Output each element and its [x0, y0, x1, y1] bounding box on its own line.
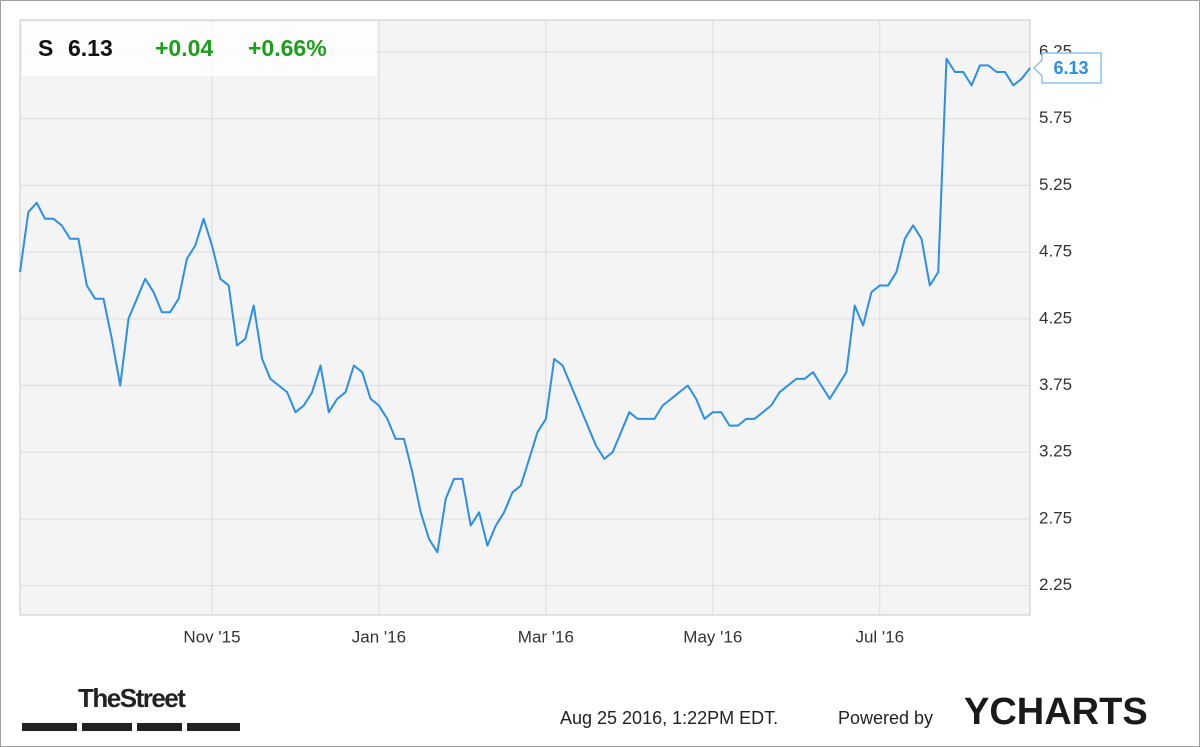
y-tick-label: 2.25	[1039, 575, 1072, 594]
y-tick-label: 2.75	[1039, 508, 1072, 527]
powered-by: Powered by	[838, 708, 933, 728]
y-tick-label: 4.75	[1039, 242, 1072, 261]
y-tick-label: 3.75	[1039, 375, 1072, 394]
last-price: 6.13	[68, 35, 113, 61]
x-tick-label: Nov '15	[183, 627, 240, 646]
x-tick-label: May '16	[683, 627, 742, 646]
last-value-callout	[1032, 52, 1102, 84]
logo-bar	[137, 723, 182, 731]
price-line	[19, 57, 1031, 554]
change: +0.04	[155, 35, 213, 61]
source-logo: TheStreet	[78, 683, 186, 713]
last-value-label: 6.13	[1053, 58, 1088, 78]
symbol: S	[38, 35, 53, 61]
plot-area	[19, 19, 1031, 616]
header-box	[22, 22, 377, 76]
logo-bar	[22, 723, 77, 731]
x-tick-label: Jul '16	[855, 627, 904, 646]
y-tick-label: 5.25	[1039, 175, 1072, 194]
change-percent: +0.66%	[248, 35, 327, 61]
marks	[19, 57, 1031, 554]
y-tick-label: 4.25	[1039, 308, 1072, 327]
y-tick-label: 3.25	[1039, 442, 1072, 461]
x-tick-label: Mar '16	[518, 627, 574, 646]
timestamp: Aug 25 2016, 1:22PM EDT.	[560, 708, 778, 728]
y-tick-label: 5.75	[1039, 108, 1072, 127]
logo-bar	[187, 723, 240, 731]
logo-bar	[82, 723, 132, 731]
brand: YCHARTS	[964, 691, 1148, 733]
x-tick-label: Jan '16	[352, 627, 406, 646]
